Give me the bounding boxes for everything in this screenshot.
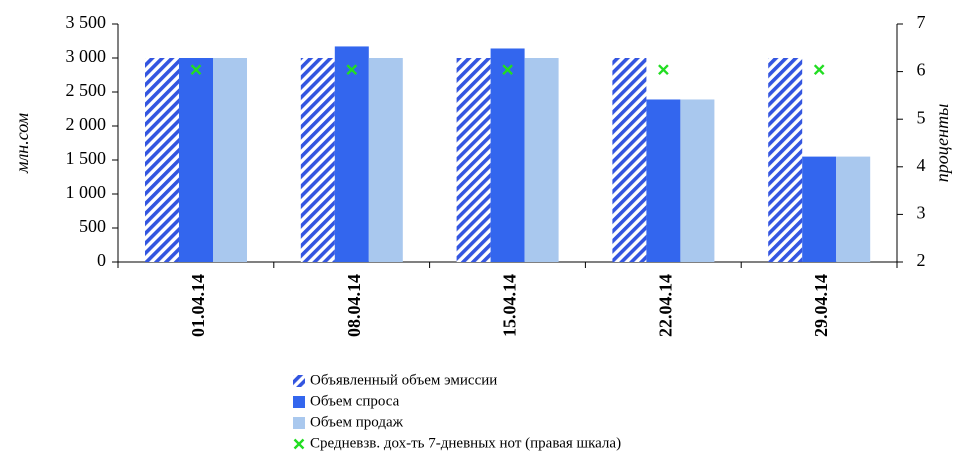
bar-1-22.04.14 bbox=[612, 58, 647, 262]
bar-3-08.04.14 bbox=[368, 58, 403, 262]
legend-marker-stroke-b bbox=[293, 438, 305, 450]
markers-group bbox=[190, 64, 825, 76]
marker-stroke-b bbox=[502, 64, 513, 76]
marker-stroke-b bbox=[658, 64, 669, 76]
y-right-tick-label: 5 bbox=[917, 107, 926, 127]
bar-2-22.04.14 bbox=[646, 99, 681, 262]
y-left-tick-label: 500 bbox=[79, 216, 106, 236]
y-left-tick-label: 2 500 bbox=[66, 80, 107, 100]
y-right-tick-label: 7 bbox=[917, 12, 926, 32]
legend-swatch-1 bbox=[293, 375, 305, 387]
bar-2-29.04.14 bbox=[802, 156, 837, 262]
legend-swatch-2 bbox=[293, 396, 305, 408]
bar-1-15.04.14 bbox=[456, 58, 491, 262]
marker-29.04.14 bbox=[813, 64, 825, 76]
y-left-tick-label: 2 000 bbox=[66, 114, 107, 134]
x-ticks: 01.04.14 08.04.14 15.04.14 22.04.14 29.04.14 bbox=[117, 262, 898, 337]
bar-3-29.04.14 bbox=[836, 156, 871, 262]
bar-1-29.04.14 bbox=[768, 58, 803, 262]
y-right-axis-title: проценты bbox=[932, 104, 952, 183]
bar-2-15.04.14 bbox=[490, 48, 525, 263]
x-category-label: 15.04.14 bbox=[500, 274, 520, 337]
bar-2-01.04.14 bbox=[179, 58, 213, 262]
x-category-label: 22.04.14 bbox=[655, 274, 675, 337]
legend-swatch-4 bbox=[293, 438, 305, 450]
legend-label-1: Объявленный объем эмиссии bbox=[310, 372, 497, 388]
y-right-ticks: 2 3 4 5 6 7 bbox=[897, 12, 926, 270]
bar-3-15.04.14 bbox=[524, 58, 559, 262]
bar-3-22.04.14 bbox=[680, 99, 715, 262]
y-right-tick-label: 6 bbox=[917, 60, 926, 80]
y-left-ticks: 0 500 1 000 1 500 2 000 2 500 3 000 3 500 bbox=[66, 12, 118, 270]
marker-08.04.14 bbox=[346, 64, 358, 76]
y-right-tick-label: 2 bbox=[917, 250, 926, 270]
bar-3-01.04.14 bbox=[213, 58, 247, 262]
legend-label-2: Объем спроса bbox=[310, 393, 400, 409]
y-left-tick-label: 1 000 bbox=[66, 182, 107, 202]
legend: Объявленный объем эмиссии Объем спроса Объ… bbox=[293, 372, 621, 451]
plot-area: 0 500 1 000 1 500 2 000 2 500 3 000 3 500 2 3 4 5 6… bbox=[66, 12, 926, 337]
marker-01.04.14 bbox=[190, 64, 202, 76]
marker-stroke-b bbox=[813, 64, 825, 76]
bar-1-08.04.14 bbox=[300, 58, 335, 262]
marker-22.04.14 bbox=[658, 64, 669, 76]
bar-2-08.04.14 bbox=[334, 46, 369, 262]
y-left-tick-label: 0 bbox=[97, 250, 106, 270]
legend-label-4: Средневзв. дох-ть 7-дневных нот (правая … bbox=[310, 435, 621, 451]
x-category-label: 08.04.14 bbox=[344, 274, 364, 337]
marker-stroke-b bbox=[346, 64, 358, 76]
y-right-tick-label: 4 bbox=[917, 155, 926, 175]
marker-15.04.14 bbox=[502, 64, 513, 76]
y-right-tick-label: 3 bbox=[917, 203, 926, 223]
marker-stroke-b bbox=[190, 64, 202, 76]
bar-1-01.04.14 bbox=[145, 58, 179, 262]
legend-swatch-3 bbox=[293, 417, 305, 429]
bars-group bbox=[145, 46, 871, 263]
y-left-tick-label: 3 500 bbox=[66, 12, 107, 32]
y-left-tick-label: 3 000 bbox=[66, 46, 107, 66]
y-left-axis-title: млн.сом bbox=[12, 112, 32, 174]
x-category-label: 01.04.14 bbox=[188, 274, 208, 337]
legend-label-3: Объем продаж bbox=[310, 414, 404, 430]
y-left-tick-label: 1 500 bbox=[66, 148, 107, 168]
x-category-label: 29.04.14 bbox=[811, 274, 831, 337]
